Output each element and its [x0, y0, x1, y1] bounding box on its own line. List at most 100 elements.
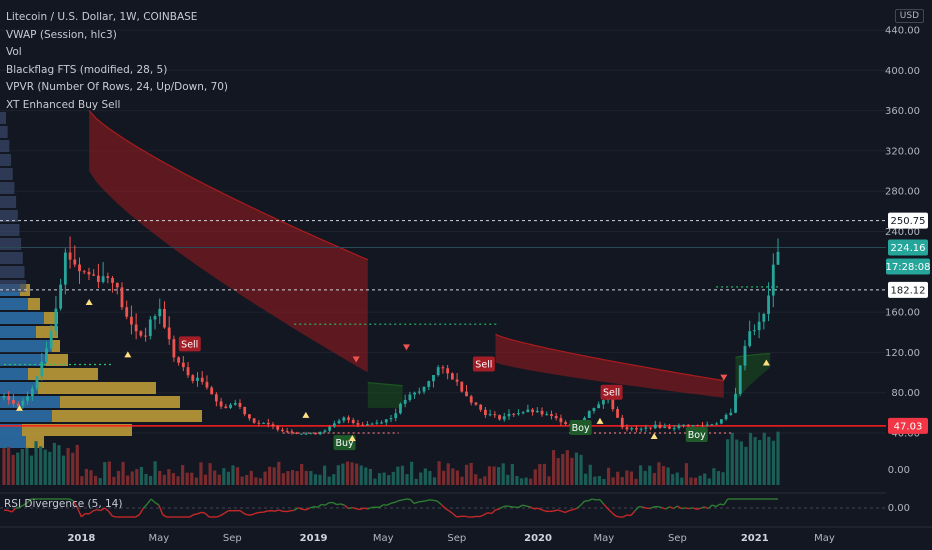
rsi-segment	[204, 512, 210, 518]
rsi-segment	[379, 504, 384, 508]
rsi-segment	[386, 502, 392, 506]
rsi-segment	[286, 510, 291, 513]
volume-bar	[506, 474, 510, 485]
band-area	[89, 110, 368, 373]
rsi-segment	[715, 503, 721, 508]
rsi-segment	[456, 515, 461, 518]
rsi-segment	[309, 505, 314, 509]
rsi-segment	[448, 510, 454, 515]
price-tick-label: 320.00	[885, 146, 920, 157]
rsi-segment	[146, 498, 152, 505]
candle-body	[139, 331, 143, 336]
volume-bar	[639, 465, 643, 485]
rsi-legend: RSI Divergence (5, 14)	[4, 498, 123, 510]
legend-volume[interactable]: Vol	[6, 46, 22, 58]
volume-bar	[533, 469, 537, 485]
rsi-segment	[526, 505, 531, 508]
rsi-segment	[26, 498, 32, 504]
rsi-segment	[417, 500, 423, 503]
support-tag	[888, 417, 928, 434]
rsi-segment	[615, 515, 620, 518]
legend-vpvr[interactable]: VPVR (Number Of Rows, 24, Up/Down, 70)	[6, 81, 229, 93]
price-axis[interactable]: 440.00 400.00 360.00 320.00 280.00 240.00 160.…	[885, 0, 932, 550]
candle-body	[474, 402, 478, 405]
candle-body	[432, 375, 435, 382]
volume-bar	[442, 470, 446, 485]
volume-bar	[194, 477, 198, 485]
volume-bar	[167, 469, 171, 485]
vpvr-row	[0, 196, 17, 208]
candle-body	[635, 428, 638, 430]
rsi-segment	[669, 506, 674, 510]
candle-body	[30, 388, 34, 397]
resistance-tag	[888, 212, 928, 229]
volume-bar	[716, 471, 721, 485]
candle-body	[299, 433, 303, 435]
currency-button[interactable]: USD	[894, 9, 924, 23]
volume-bar	[712, 468, 716, 485]
rsi-segment	[487, 511, 492, 515]
volume-bar	[478, 478, 482, 485]
rsi-segment	[352, 506, 357, 510]
volume-bar	[396, 466, 400, 485]
rsi-segment	[239, 510, 245, 515]
candle-body	[243, 406, 247, 415]
volume-bar	[185, 472, 189, 485]
volume-bar	[373, 478, 377, 485]
rsi-segment	[696, 507, 701, 510]
candle-body	[767, 295, 770, 314]
volume-bar	[437, 461, 441, 485]
volume-bar	[410, 461, 414, 485]
candle-body	[380, 422, 383, 424]
candle-body	[172, 339, 176, 358]
candle-body	[521, 412, 525, 414]
candle-body	[144, 335, 147, 337]
rsi-segment	[491, 509, 496, 515]
rsi-segment	[255, 511, 260, 514]
volume-bar	[744, 446, 748, 485]
volume-bar	[254, 477, 258, 485]
candle-body	[446, 368, 450, 374]
volume-bar	[158, 470, 162, 485]
volume-bar	[226, 471, 231, 485]
rsi-segment	[472, 515, 477, 518]
rsi-segment	[402, 498, 407, 501]
time-tick-label: 2019	[300, 533, 328, 544]
candle-body	[559, 418, 563, 423]
candle-body	[691, 424, 695, 427]
vpvr-row	[0, 238, 22, 250]
time-tick-label: May	[814, 533, 835, 544]
rsi-segment	[719, 503, 724, 506]
candle-body	[663, 426, 667, 428]
rsi-segment	[19, 504, 24, 508]
rsi-segment	[503, 505, 508, 508]
buy-label: Boy	[688, 430, 706, 441]
legend-vwap[interactable]: VWAP (Session, hlc3)	[6, 28, 117, 41]
candle-body	[337, 420, 341, 424]
time-tick-label: Sep	[223, 533, 242, 544]
rsi-segment	[673, 505, 678, 510]
legend-blackflag[interactable]: Blackflag FTS (modified, 28, 5)	[6, 63, 168, 76]
rsi-segment	[11, 507, 17, 513]
volume-bar	[455, 470, 460, 485]
volume-bar	[579, 454, 583, 485]
candle-body	[672, 428, 676, 430]
time-axis[interactable]: 2018 May Sep 2019 May Sep 2020 May Sep 2021 May	[0, 526, 932, 544]
volume-bar	[730, 432, 734, 485]
candle-body	[597, 404, 601, 409]
price-tick-label: 400.00	[885, 66, 920, 77]
time-tick-label: Sep	[447, 533, 466, 544]
volume-bar	[762, 432, 766, 485]
rsi-segment	[138, 507, 144, 515]
rsi-segment	[390, 501, 396, 504]
rsi-segment	[220, 512, 225, 517]
volume-bar	[181, 465, 185, 485]
legend-xt-buy-sell[interactable]: XT Enhanced Buy Sell	[6, 98, 121, 111]
candle-body	[252, 418, 256, 423]
candle-body	[502, 416, 506, 420]
volume-bar	[364, 467, 368, 485]
rsi-segment	[80, 513, 86, 518]
volume-bar	[11, 454, 15, 485]
candle-body	[323, 430, 327, 432]
